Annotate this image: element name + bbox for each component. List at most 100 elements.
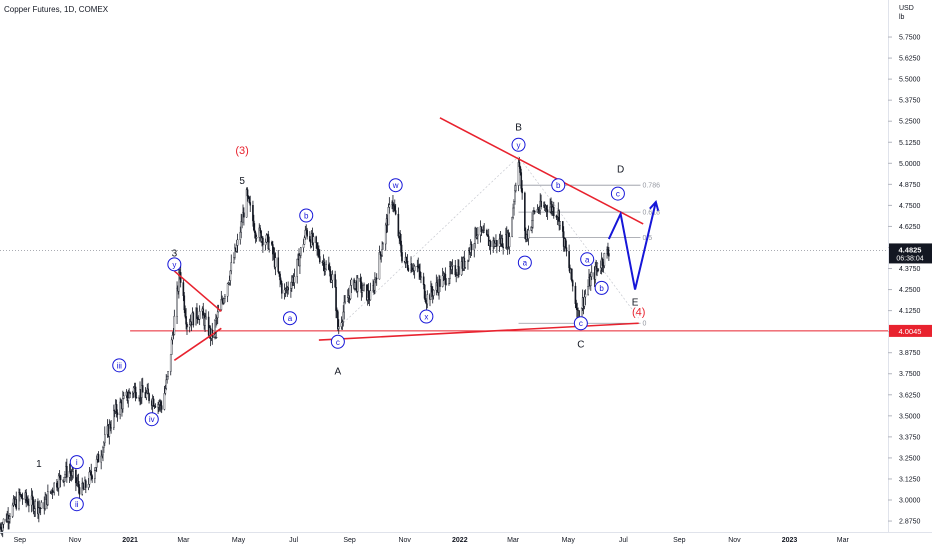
candle-body (502, 246, 504, 249)
candle-body (183, 295, 186, 311)
candle-body (342, 311, 345, 322)
level-price-value: 4.0045 (899, 327, 922, 336)
y-tick-label: 5.2500 (899, 119, 921, 126)
candle-body (94, 467, 97, 471)
x-tick-label: 2023 (782, 537, 798, 544)
candle-body (378, 252, 381, 280)
y-axis-unit: lb (899, 14, 905, 21)
candle-body (496, 240, 498, 247)
candle-body (575, 303, 578, 309)
candle-body (413, 266, 416, 271)
candle-body (293, 276, 296, 283)
candle-body (224, 296, 226, 299)
candle-body (141, 385, 144, 393)
candle-body (243, 212, 245, 218)
candle-body (163, 393, 166, 410)
candle-body (94, 470, 96, 480)
x-tick-label: Sep (14, 537, 27, 544)
y-tick-label: 3.8750 (899, 350, 921, 357)
candle-body (549, 206, 551, 213)
candle-body (234, 247, 236, 258)
candle-body (122, 398, 124, 410)
candle-body (359, 277, 362, 282)
fib-level-label: 0.786 (642, 183, 660, 190)
candle-body (233, 257, 235, 263)
candle-body (127, 397, 130, 401)
candle-body (78, 487, 81, 495)
candle-body (346, 297, 349, 302)
candle-body (517, 162, 520, 186)
y-tick-label: 5.7500 (899, 35, 921, 42)
candle-body (287, 287, 289, 291)
wave-label: D (617, 164, 624, 175)
wave-label: 5 (239, 176, 245, 187)
candle-body (240, 221, 242, 233)
trendline (439, 117, 644, 225)
candle-body (387, 207, 390, 226)
candle-body (290, 281, 293, 289)
trendline (173, 270, 222, 313)
candle-body (0, 526, 2, 530)
candle-body (337, 311, 339, 330)
candle-body (57, 475, 60, 489)
candle-body (515, 185, 517, 192)
candle-body (220, 299, 223, 311)
candle-body (88, 471, 91, 485)
x-tick-label: Jul (619, 537, 628, 544)
candle-body (85, 480, 87, 488)
candle-body (316, 242, 318, 249)
y-tick-label: 3.2500 (899, 455, 921, 462)
candle-body (304, 229, 307, 239)
candle-body (253, 220, 255, 231)
projection-path (607, 201, 657, 290)
candle-body (255, 237, 258, 239)
candle-body (167, 371, 169, 377)
candle-body (448, 278, 450, 284)
y-tick-label: 3.5000 (899, 413, 921, 420)
candle-body (480, 226, 483, 233)
candle-body (129, 392, 131, 395)
candle-body (216, 311, 219, 318)
candle-body (531, 220, 533, 228)
candle-body (279, 273, 281, 281)
candle-body (145, 393, 148, 398)
candle-body (590, 272, 593, 277)
candle-body (451, 265, 454, 267)
candle-body (8, 518, 10, 522)
candle-body (375, 277, 378, 280)
candle-body (487, 234, 489, 237)
wave-label: b (304, 211, 309, 220)
candle-body (100, 455, 102, 463)
candle-body (248, 197, 251, 203)
candle-body (423, 284, 426, 299)
candle-body (597, 268, 599, 272)
candle-body (419, 271, 421, 278)
wave-label-circle (144, 412, 159, 427)
y-tick-label: 5.5000 (899, 77, 921, 84)
wave-label-circle (330, 334, 345, 349)
candle-body (328, 269, 331, 272)
y-tick-label: 3.6250 (899, 392, 921, 399)
candle-body (367, 290, 370, 298)
candle-body (15, 499, 18, 509)
candle-body (599, 267, 602, 272)
candle-body (122, 395, 125, 399)
candle-body (192, 312, 195, 326)
candle-body (27, 501, 29, 506)
wave-label: iii (117, 361, 123, 370)
y-tick-label: 4.1250 (899, 308, 921, 315)
y-tick-label: 2.8750 (899, 519, 921, 526)
candle-body (71, 471, 74, 476)
candle-body (571, 268, 573, 281)
y-axis-unit: USD (899, 5, 914, 12)
x-tick-label: May (232, 537, 246, 544)
candle-body (147, 388, 149, 394)
candle-body (519, 166, 522, 173)
candle-body (69, 471, 72, 474)
candle-body (486, 230, 488, 236)
candle-body (340, 322, 343, 327)
candle-body (511, 217, 514, 237)
candle-body (521, 188, 523, 194)
